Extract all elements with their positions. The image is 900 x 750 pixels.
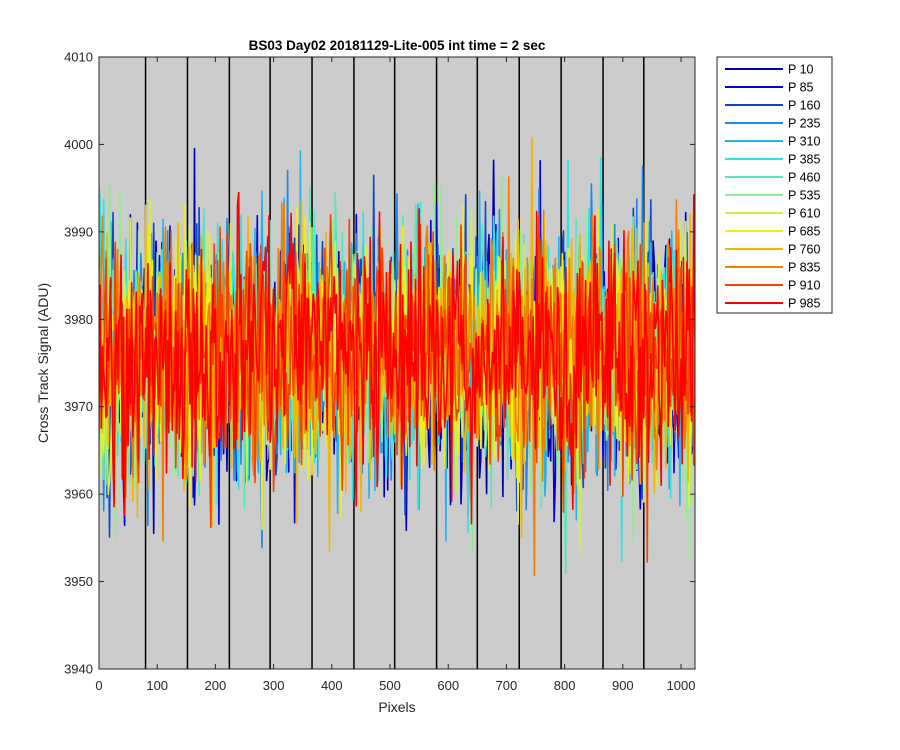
x-axis-ticks: 0 100 200 300 400 500 600 700 800 900 1000 <box>95 57 695 693</box>
x-tick-label: 900 <box>612 678 634 693</box>
y-tick-label: 3950 <box>64 574 93 589</box>
legend[interactable]: P 10 P 85 P 160 P 235 P 310 P 385 P 460 P 535 P … <box>716 56 833 314</box>
legend-item[interactable]: P 535 <box>725 189 820 203</box>
legend-item[interactable]: P 385 <box>725 153 820 167</box>
x-tick-label: 400 <box>321 678 343 693</box>
legend-label: P 385 <box>788 153 820 167</box>
legend-item[interactable]: P 310 <box>725 135 820 149</box>
x-tick-label: 700 <box>496 678 518 693</box>
legend-label: P 610 <box>788 207 820 221</box>
x-axis-label: Pixels <box>378 699 415 715</box>
legend-label: P 85 <box>788 81 814 95</box>
legend-label: P 310 <box>788 135 820 149</box>
y-tick-label: 3980 <box>64 312 93 327</box>
legend-item[interactable]: P 760 <box>725 243 820 257</box>
legend-item[interactable]: P 460 <box>725 171 820 185</box>
legend-label: P 235 <box>788 117 820 131</box>
legend-label: P 160 <box>788 99 820 113</box>
y-tick-label: 3960 <box>64 487 93 502</box>
y-tick-label: 3990 <box>64 224 93 239</box>
legend-label: P 460 <box>788 171 820 185</box>
legend-item[interactable]: P 685 <box>725 225 820 239</box>
x-tick-label: 300 <box>263 678 285 693</box>
legend-label: P 10 <box>788 63 814 77</box>
y-tick-label: 3970 <box>64 399 93 414</box>
legend-item[interactable]: P 610 <box>725 207 820 221</box>
legend-label: P 685 <box>788 225 820 239</box>
x-tick-label: 500 <box>379 678 401 693</box>
x-tick-label: 100 <box>146 678 168 693</box>
legend-item[interactable]: P 835 <box>725 261 820 275</box>
x-tick-label: 800 <box>554 678 576 693</box>
legend-label: P 910 <box>788 279 820 293</box>
chart-title: BS03 Day02 20181129-Lite-005 int time = … <box>249 38 546 53</box>
y-axis-ticks: 3940 3950 3960 3970 3980 3990 4000 4010 <box>64 50 695 677</box>
legend-label: P 535 <box>788 189 820 203</box>
y-tick-label: 4000 <box>64 137 93 152</box>
x-tick-label: 1000 <box>667 678 696 693</box>
legend-item[interactable]: P 85 <box>725 81 814 95</box>
legend-label: P 835 <box>788 261 820 275</box>
legend-box <box>716 56 833 314</box>
legend-item[interactable]: P 10 <box>725 63 814 77</box>
legend-label: P 985 <box>788 297 820 311</box>
y-tick-label: 4010 <box>64 50 93 65</box>
legend-label: P 760 <box>788 243 820 257</box>
x-tick-label: 600 <box>437 678 459 693</box>
x-tick-label: 0 <box>95 678 102 693</box>
legend-item[interactable]: P 235 <box>725 117 820 131</box>
x-tick-label: 200 <box>205 678 227 693</box>
series-line-p985 <box>99 191 695 525</box>
y-tick-label: 3940 <box>64 662 93 677</box>
legend-item[interactable]: P 910 <box>725 279 820 293</box>
y-axis-label: Cross Track Signal (ADU) <box>35 283 51 443</box>
series-lines <box>99 136 695 577</box>
legend-item[interactable]: P 985 <box>725 297 820 311</box>
legend-item[interactable]: P 160 <box>725 99 820 113</box>
plot-frame <box>98 56 696 670</box>
